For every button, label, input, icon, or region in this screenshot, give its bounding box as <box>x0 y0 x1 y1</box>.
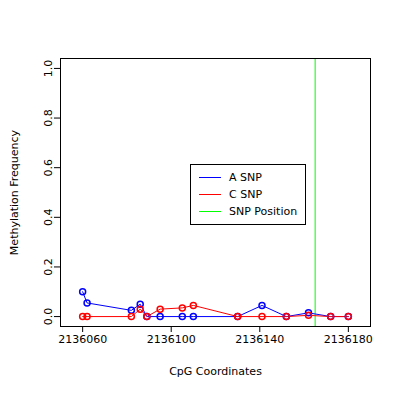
svg-text:2136100: 2136100 <box>147 333 196 346</box>
html-text:SNP Position: SNP Position <box>229 205 298 218</box>
html-text:A SNP: A SNP <box>229 171 262 184</box>
svg-text:2136140: 2136140 <box>235 333 284 346</box>
svg-text:2136060: 2136060 <box>58 333 107 346</box>
svg-text:0.6: 0.6 <box>42 159 55 177</box>
html-text:C SNP: C SNP <box>229 188 262 201</box>
svg-text:0.0: 0.0 <box>42 308 55 326</box>
svg-text:0.2: 0.2 <box>42 258 55 276</box>
svg-text:Methylation Frequency: Methylation Frequency <box>8 129 21 255</box>
svg-text:2136180: 2136180 <box>324 333 373 346</box>
svg-text:CpG Coordinates: CpG Coordinates <box>169 365 262 378</box>
svg-text:0.4: 0.4 <box>42 209 55 227</box>
svg-text:1.0: 1.0 <box>42 60 55 78</box>
svg-text:0.8: 0.8 <box>42 109 55 127</box>
